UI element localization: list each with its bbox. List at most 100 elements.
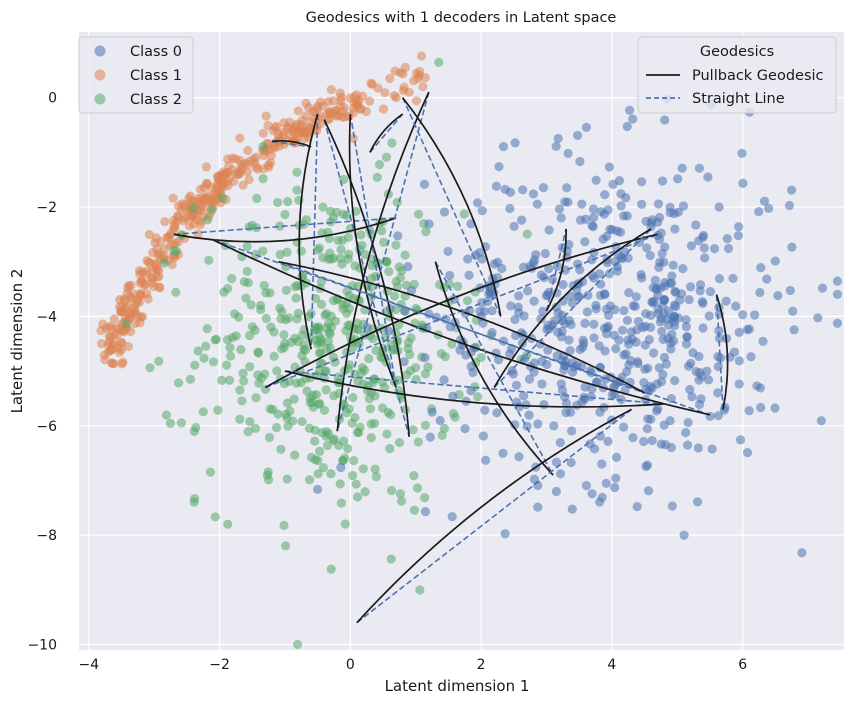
class-0-point <box>744 406 754 416</box>
class-2-point <box>292 639 303 650</box>
class-0-point <box>762 274 772 284</box>
class-legend-box <box>78 36 194 114</box>
class-2-point <box>259 280 269 291</box>
legend-label-class-1: Class 1 <box>130 68 182 84</box>
class-1-point <box>117 306 127 317</box>
class-1-point <box>411 96 422 106</box>
class-2-point <box>238 368 248 378</box>
class-0-point <box>660 115 670 125</box>
class-0-point <box>478 431 488 441</box>
class-0-point <box>623 253 633 263</box>
class-0-point <box>731 301 741 311</box>
class-0-point <box>566 457 576 468</box>
class-1-point <box>96 325 106 336</box>
class-2-point <box>310 436 320 446</box>
class-2-point <box>261 313 271 323</box>
class-0-point <box>642 243 652 253</box>
y-tick-label: −2 <box>36 200 57 216</box>
class-2-point <box>415 585 425 595</box>
class-2-point <box>344 404 354 414</box>
class-1-point <box>416 51 427 61</box>
class-2-point <box>271 423 282 433</box>
class-0-point <box>816 416 826 426</box>
class-2-point <box>243 278 253 288</box>
class-0-point <box>575 215 586 225</box>
class-0-point <box>494 161 504 172</box>
class-0-point <box>656 439 666 449</box>
class-2-point <box>258 246 268 256</box>
class-0-point <box>610 482 620 493</box>
class-0-point <box>621 193 631 203</box>
class-2-point <box>385 443 395 454</box>
class-1-point <box>173 210 183 221</box>
class-0-point <box>603 321 613 331</box>
class-2-point <box>289 394 299 404</box>
class-0-point <box>514 452 524 462</box>
class-0-point <box>588 222 598 232</box>
class-2-point <box>381 152 392 162</box>
class-0-point <box>653 290 663 300</box>
class-0-point <box>626 356 636 366</box>
class-0-point <box>551 141 561 151</box>
class-2-point <box>459 209 469 219</box>
class-2-point <box>413 437 423 447</box>
class-0-point <box>595 407 605 417</box>
class-2-point <box>276 444 286 454</box>
class-2-point <box>325 206 336 217</box>
class-0-point <box>592 377 602 387</box>
class-0-point <box>707 444 717 454</box>
class-0-point <box>463 254 473 264</box>
class-2-point <box>280 209 290 220</box>
class-0-point <box>683 417 693 428</box>
straight-line <box>401 97 502 317</box>
class-2-point <box>315 337 325 347</box>
straight-line <box>545 228 567 312</box>
class-0-point <box>637 199 647 209</box>
class-2-point <box>352 318 363 328</box>
class-0-point <box>577 199 587 209</box>
class-0-point <box>556 213 566 223</box>
class-2-point <box>161 410 172 420</box>
pullback-geodesic <box>348 113 397 388</box>
class-2-point <box>252 193 262 203</box>
class-0-point <box>587 489 597 499</box>
class-0-point <box>575 156 585 167</box>
class-2-point <box>365 404 376 414</box>
class-0-point <box>543 320 553 330</box>
class-0-point <box>466 361 476 372</box>
class-0-point <box>681 322 691 332</box>
class-2-point <box>292 314 302 324</box>
class-1-point <box>234 168 245 178</box>
class-0-point <box>654 234 665 245</box>
class-0-point <box>641 461 651 472</box>
class-2-point <box>322 440 333 451</box>
class-2-point <box>227 333 238 343</box>
pullback-geodesic <box>369 113 404 153</box>
class-0-point <box>580 382 590 392</box>
class-2-point <box>304 312 314 322</box>
class-2-point <box>250 423 261 434</box>
class-2-point <box>217 375 227 386</box>
class-0-point <box>610 381 620 391</box>
class-2-point <box>342 210 352 220</box>
class-0-point <box>568 280 578 291</box>
straight-line <box>356 408 632 624</box>
pullback-geodesic <box>356 408 632 624</box>
class-1-point <box>109 314 119 324</box>
class-0-point <box>581 480 592 491</box>
class-0-point <box>628 433 638 443</box>
class-1-point <box>336 92 346 102</box>
class-0-point <box>832 289 843 299</box>
class-0-point <box>681 315 691 325</box>
x-tick-label: 2 <box>477 657 486 673</box>
class-0-point <box>624 287 634 298</box>
class-0-point <box>523 286 533 296</box>
class-0-point <box>694 399 705 410</box>
class-2-point <box>225 351 236 361</box>
class-0-point <box>673 174 683 184</box>
class-1-point <box>106 332 116 342</box>
class-0-point <box>563 148 573 159</box>
class-2-point <box>239 376 249 386</box>
class-2-point <box>409 471 419 481</box>
class-1-point <box>122 288 132 299</box>
